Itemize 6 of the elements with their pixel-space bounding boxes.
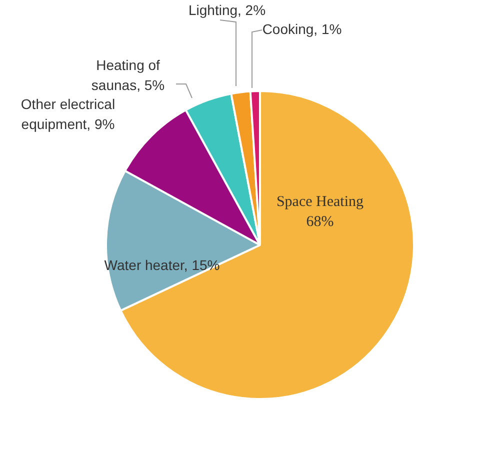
slice-label: Heating of saunas, 5% — [91, 56, 165, 93]
slice-label: Space Heating — [276, 194, 364, 210]
slice-label: Other electrical equipment, 9% — [20, 96, 116, 132]
slice-label: Cooking, 1% — [262, 20, 342, 37]
slice-label: Lighting, 2% — [188, 2, 266, 18]
data-label: 68% — [306, 214, 334, 230]
